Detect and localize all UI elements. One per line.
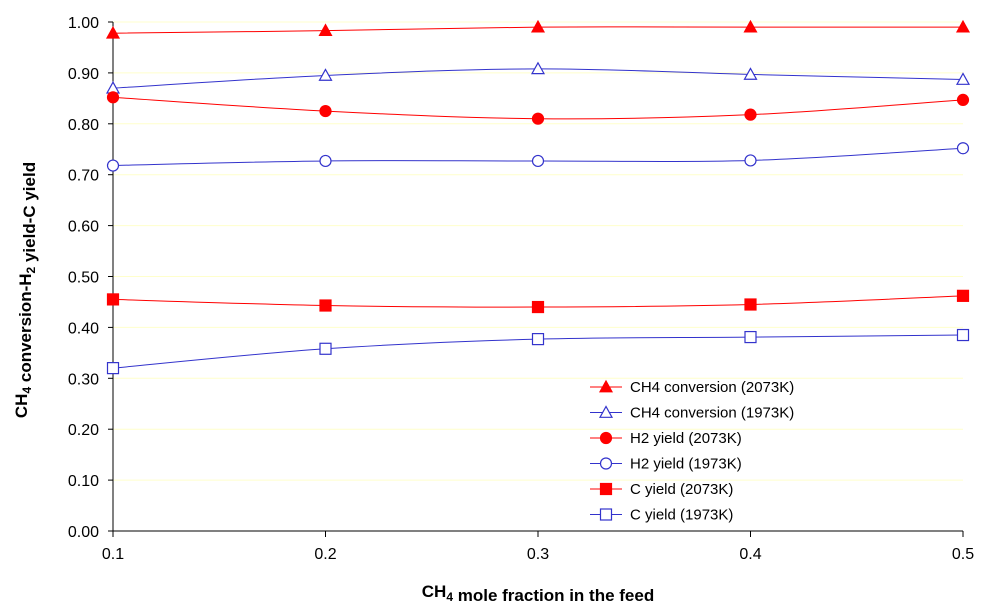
data-point xyxy=(106,362,120,375)
legend-label: H2 yield (2073K) xyxy=(630,430,742,447)
legend-label: C yield (2073K) xyxy=(630,481,733,498)
legend-marker xyxy=(598,405,614,418)
data-point xyxy=(106,91,120,104)
data-point xyxy=(530,61,546,75)
data-point xyxy=(531,333,545,346)
data-point xyxy=(744,298,757,311)
legend-item: H2 yield (1973K) xyxy=(590,456,742,473)
y-tick-labels: 0.00 0.10 0.20 0.30 0.40 0.50 0.60 0.70 0.80 0.90… xyxy=(68,15,99,541)
legend-label: CH4 conversion (2073K) xyxy=(630,379,794,396)
y-axis-title: CH4 conversion-H2 yield-C yield xyxy=(12,162,39,418)
data-point xyxy=(956,142,970,155)
data-point xyxy=(743,67,758,80)
x-tick-labels: 0.1 0.2 0.3 0.4 0.5 xyxy=(102,546,974,563)
series-lines xyxy=(112,26,964,369)
data-point xyxy=(744,330,757,344)
y-tick-label: 0.90 xyxy=(68,66,99,83)
data-point xyxy=(318,23,333,37)
data-point xyxy=(744,154,757,167)
data-point xyxy=(531,300,545,314)
x-tick-label: 0.3 xyxy=(527,546,549,563)
legend-item: CH4 conversion (2073K) xyxy=(590,379,794,396)
x-tick-label: 0.4 xyxy=(739,546,761,563)
y-tick-label: 0.60 xyxy=(68,219,99,236)
legend-label: C yield (1973K) xyxy=(630,507,733,524)
data-point xyxy=(106,159,120,172)
y-tick-label: 0.20 xyxy=(68,422,99,439)
data-point xyxy=(106,293,120,306)
data-point xyxy=(105,25,121,39)
legend-item: H2 yield (2073K) xyxy=(590,430,742,447)
y-tick-label: 1.00 xyxy=(68,15,99,32)
legend-marker xyxy=(598,379,614,393)
data-point xyxy=(955,19,971,33)
series-markers xyxy=(105,19,971,375)
data-point xyxy=(530,19,546,33)
legend-marker xyxy=(599,482,613,496)
y-tick-label: 0.80 xyxy=(68,117,99,134)
legend-marker xyxy=(599,508,613,521)
data-point xyxy=(318,68,333,81)
x-tick-label: 0.5 xyxy=(952,546,974,563)
legend-item: C yield (2073K) xyxy=(590,481,733,498)
x-tick-label: 0.2 xyxy=(314,546,336,563)
legend-marker xyxy=(599,457,613,470)
y-tick-label: 0.30 xyxy=(68,371,99,388)
y-tick-label: 0.10 xyxy=(68,473,99,490)
legend-item: C yield (1973K) xyxy=(590,507,733,524)
y-tick-label: 0.40 xyxy=(68,320,99,337)
data-point xyxy=(319,104,332,118)
legend-item: CH4 conversion (1973K) xyxy=(590,405,794,422)
data-point xyxy=(319,342,332,355)
x-axis-title: CH4 mole fraction in the feed xyxy=(422,582,654,605)
data-point xyxy=(955,72,971,85)
axes xyxy=(108,21,964,537)
gridlines xyxy=(113,21,963,481)
data-point xyxy=(319,154,332,168)
legend: CH4 conversion (2073K) CH4 conversion (19… xyxy=(590,379,794,524)
data-point xyxy=(956,93,970,106)
x-tick-label: 0.1 xyxy=(102,546,124,563)
data-point xyxy=(531,154,545,168)
y-tick-label: 0.00 xyxy=(68,524,99,541)
legend-marker xyxy=(599,431,613,445)
y-tick-label: 0.50 xyxy=(68,270,99,287)
y-tick-label: 0.70 xyxy=(68,168,99,185)
data-point xyxy=(744,108,757,121)
legend-label: CH4 conversion (1973K) xyxy=(630,405,794,422)
data-point xyxy=(319,299,332,312)
data-point xyxy=(956,328,970,342)
data-point xyxy=(743,19,758,33)
data-point xyxy=(956,289,970,302)
legend-label: H2 yield (1973K) xyxy=(630,456,742,473)
data-point xyxy=(531,112,545,125)
